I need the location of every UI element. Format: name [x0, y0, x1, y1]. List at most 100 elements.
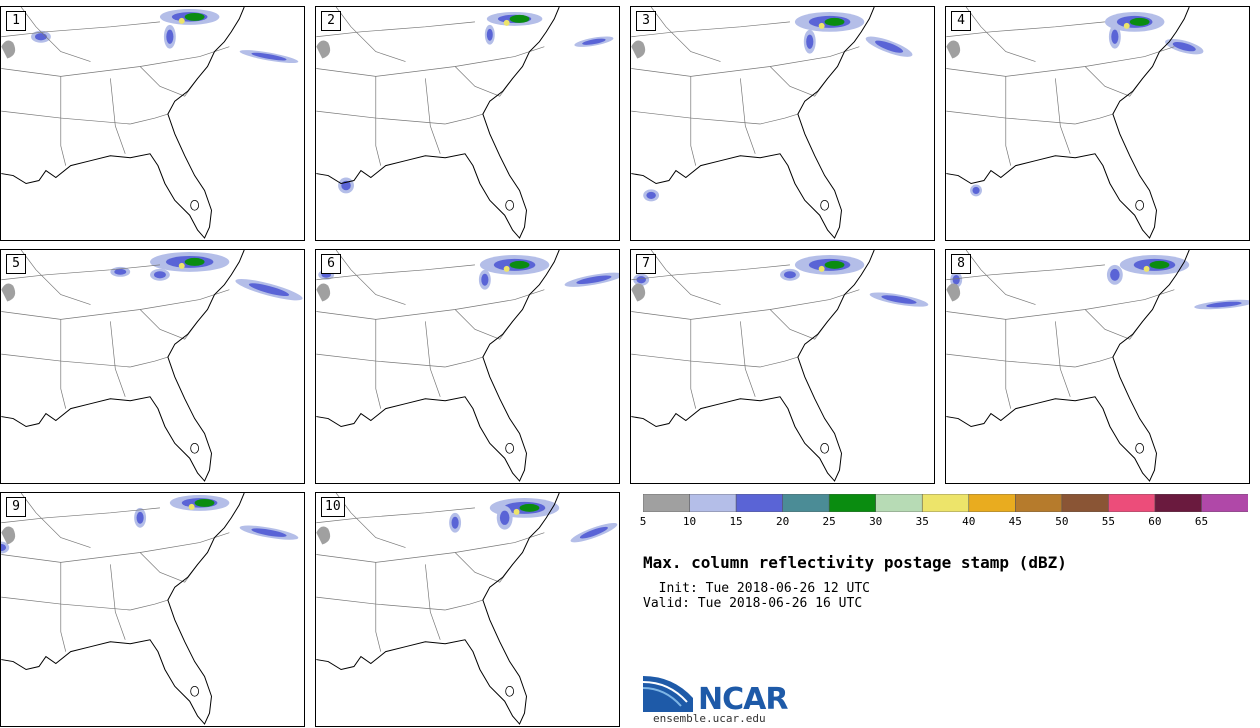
ensemble-member-panel-6: 6 — [315, 249, 620, 484]
lake-okeechobee — [820, 199, 830, 211]
reflectivity-area — [316, 526, 331, 545]
reflectivity-area — [1123, 22, 1130, 29]
reflectivity-area — [881, 295, 917, 304]
state-boundary — [1, 110, 131, 125]
map-svg — [946, 7, 1204, 239]
lake-okeechobee — [1135, 199, 1145, 211]
state-boundary — [139, 552, 198, 583]
colorbar-tick-label: 15 — [729, 515, 743, 528]
state-boundary — [20, 250, 91, 305]
state-boundary — [425, 321, 441, 397]
panel-label: 3 — [636, 11, 656, 31]
state-boundary — [946, 289, 1175, 320]
state-boundary — [60, 562, 67, 652]
colorbar-segment — [782, 494, 830, 512]
state-boundary — [631, 21, 790, 38]
state-boundary — [316, 289, 545, 320]
reflectivity-area — [481, 273, 489, 286]
state-boundary — [650, 250, 721, 305]
reflectivity-area — [248, 283, 290, 297]
state-boundary — [316, 46, 545, 77]
state-boundary — [1, 289, 230, 320]
colorbar-segment — [1201, 494, 1248, 512]
reflectivity-area — [519, 503, 540, 512]
reflectivity-area — [451, 516, 459, 529]
state-boundary — [650, 7, 721, 62]
reflectivity-area — [1110, 268, 1120, 281]
state-boundary — [1055, 321, 1071, 397]
lake-okeechobee — [505, 199, 515, 211]
state-boundary — [130, 356, 168, 368]
reflectivity-area — [1, 543, 7, 552]
state-boundary — [946, 264, 1105, 281]
state-boundary — [690, 319, 697, 409]
lake-okeechobee — [505, 685, 515, 697]
state-boundary — [946, 21, 1105, 38]
state-boundary — [1, 507, 160, 524]
state-boundary — [316, 507, 475, 524]
colorbar-segment — [875, 494, 924, 512]
reflectivity-area — [178, 17, 185, 24]
reflectivity-area — [1172, 42, 1196, 52]
state-boundary — [631, 264, 790, 281]
ensemble-member-panel-5: 5 — [0, 249, 305, 484]
state-boundary — [425, 564, 441, 640]
state-boundary — [445, 599, 483, 611]
state-boundary — [375, 319, 382, 409]
panel-label: 2 — [321, 11, 341, 31]
map-svg — [946, 250, 1249, 482]
state-boundary — [946, 46, 1175, 77]
state-boundary — [454, 309, 513, 340]
ensemble-member-panel-7: 7 — [630, 249, 935, 484]
state-boundary — [130, 599, 168, 611]
state-boundary — [1, 264, 160, 281]
colorbar-segment — [1154, 494, 1203, 512]
state-boundary — [946, 353, 1076, 368]
coastline — [631, 7, 875, 239]
reflectivity-area — [818, 22, 825, 29]
coastline — [631, 250, 875, 482]
state-boundary — [740, 78, 756, 154]
map-svg — [631, 250, 929, 482]
map-svg — [316, 7, 614, 239]
state-boundary — [110, 321, 126, 397]
reflectivity-area — [952, 274, 960, 285]
colorbar-tick-label: 50 — [1055, 515, 1069, 528]
colorbar-tick-label: 55 — [1101, 515, 1115, 528]
state-boundary — [1, 46, 230, 77]
coastline — [316, 493, 560, 725]
colorbar-tick-label: 40 — [962, 515, 976, 528]
state-boundary — [1005, 319, 1012, 409]
state-boundary — [316, 596, 446, 611]
panel-label: 5 — [6, 254, 26, 274]
state-boundary — [110, 564, 126, 640]
map-svg — [316, 493, 618, 725]
reflectivity-area — [824, 17, 845, 26]
state-boundary — [946, 110, 1076, 125]
colorbar-tick-labels: 5 10 15 20 25 30 35 40 45 50 55 60 65 — [640, 515, 1248, 529]
colorbar-segment — [968, 494, 1017, 512]
state-boundary — [1055, 78, 1071, 154]
reflectivity-area — [582, 38, 606, 45]
state-boundary — [1, 353, 131, 368]
coastline — [1, 7, 245, 239]
reflectivity-area — [184, 12, 205, 21]
state-boundary — [631, 353, 761, 368]
reflectivity-area — [184, 257, 205, 266]
reflectivity-area — [579, 526, 608, 539]
reflectivity-area — [153, 271, 166, 279]
colorbar-segment — [921, 494, 970, 512]
state-boundary — [316, 532, 545, 563]
plot-title: Max. column reflectivity postage stamp (… — [643, 553, 1067, 572]
map-svg — [316, 250, 619, 482]
state-boundary — [316, 264, 475, 281]
reflectivity-area — [946, 283, 961, 302]
logo-name: NCAR — [698, 682, 788, 717]
reflectivity-area — [946, 40, 961, 59]
reflectivity-area — [499, 510, 510, 525]
colorbar-segment — [643, 494, 691, 512]
reflectivity-area — [114, 268, 127, 275]
lake-okeechobee — [820, 442, 830, 454]
reflectivity-area — [1143, 265, 1150, 272]
state-boundary — [769, 66, 828, 97]
